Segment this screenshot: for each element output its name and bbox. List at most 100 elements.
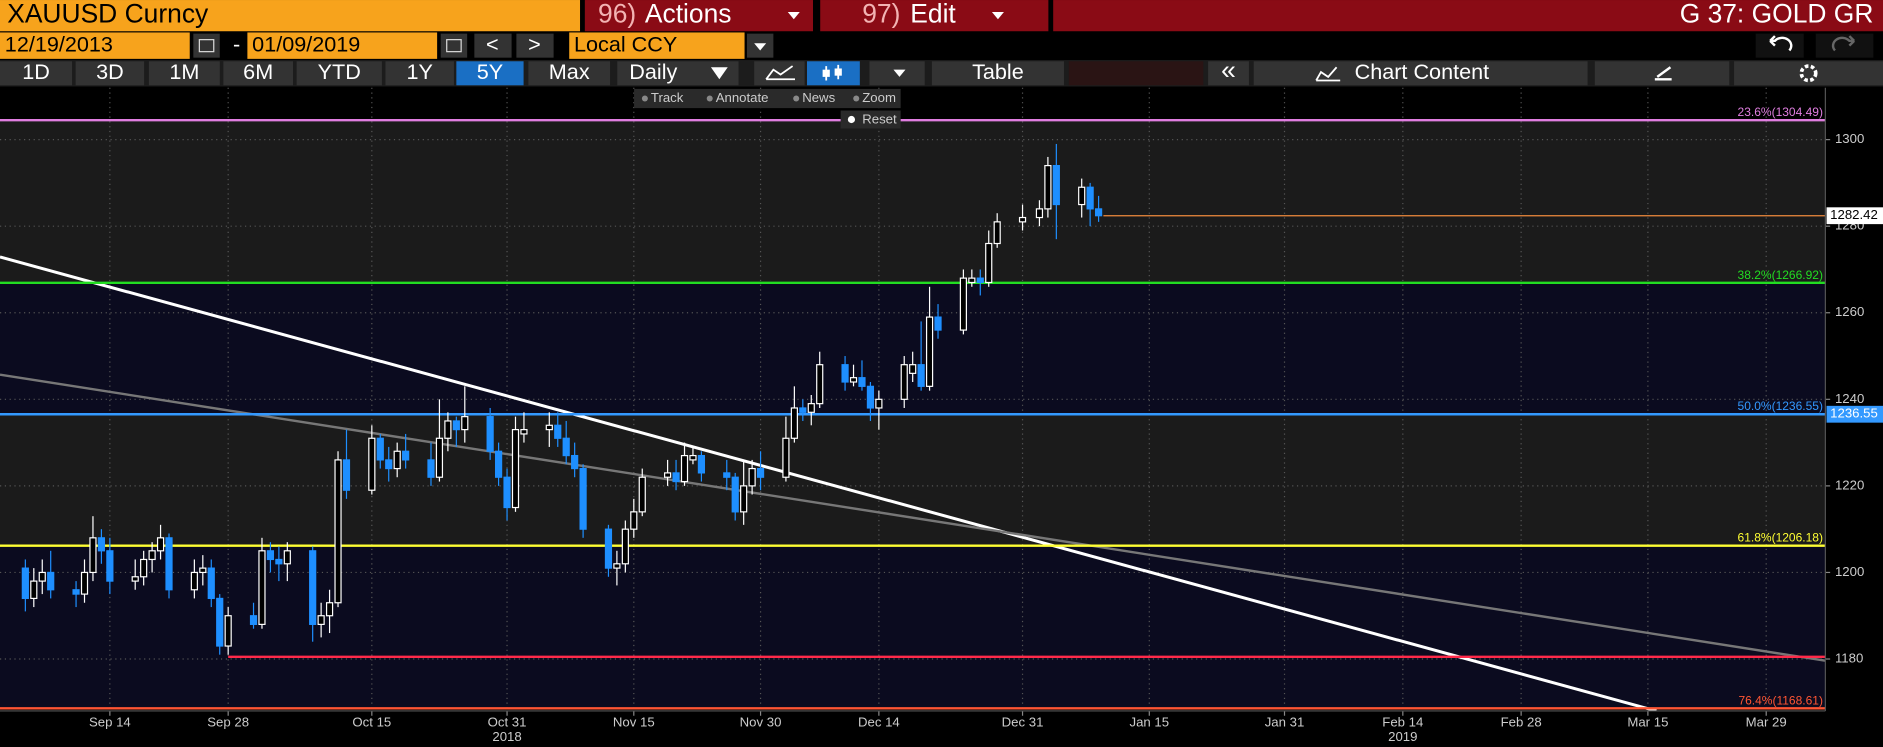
candle-body <box>799 407 807 413</box>
candle-body <box>309 550 317 625</box>
period-button[interactable] <box>385 61 454 86</box>
axis-badge-label: 1236.55 <box>1830 406 1878 421</box>
candle-body <box>266 550 275 561</box>
period-button[interactable] <box>148 61 220 86</box>
blank-button <box>1068 61 1204 86</box>
tool-label: News <box>802 90 835 105</box>
candle-body <box>613 563 621 569</box>
currency-box[interactable] <box>569 32 745 59</box>
candle-body <box>959 277 967 331</box>
x-tick-label: Dec 14 <box>858 714 900 729</box>
candle-body <box>664 472 672 478</box>
fib-label: 50.0%(1236.55) <box>1738 399 1823 413</box>
y-tick-label: 1300 <box>1835 131 1864 146</box>
pencil-icon <box>1654 66 1672 81</box>
candle-body <box>140 558 148 578</box>
period-button[interactable] <box>0 61 73 86</box>
chart-content-button[interactable] <box>1253 61 1588 86</box>
x-tick-label: Nov 30 <box>740 714 782 729</box>
candle-body <box>452 420 460 431</box>
candle-body <box>604 528 613 569</box>
zone <box>0 414 1826 546</box>
candle-body <box>249 615 258 625</box>
candle-body <box>621 528 629 565</box>
dropdown-arrow <box>991 12 1004 20</box>
candle-body <box>131 576 139 582</box>
y-tick-label: 1200 <box>1835 564 1864 579</box>
candle-body <box>368 437 376 491</box>
fib-label: 23.6%(1304.49) <box>1738 105 1823 119</box>
candle-body <box>461 416 469 431</box>
last-price-badge <box>1826 207 1883 225</box>
candle-body <box>672 472 680 483</box>
reset-button[interactable] <box>840 110 901 129</box>
period-button[interactable] <box>223 61 294 86</box>
end-date-box[interactable] <box>247 32 438 59</box>
candle-body <box>427 459 435 478</box>
period-button[interactable] <box>456 61 524 86</box>
settings-button[interactable] <box>1734 61 1883 86</box>
prev-button[interactable] <box>474 33 512 58</box>
table-button[interactable] <box>931 61 1064 86</box>
x-tick-label: Oct 31 <box>488 714 527 729</box>
candle-body <box>393 450 401 470</box>
tool-icon <box>853 95 860 102</box>
candle-body <box>866 385 875 409</box>
candle-body <box>97 537 106 552</box>
candle-body <box>554 424 562 439</box>
y-tick-label: 1260 <box>1835 304 1864 319</box>
candle-body <box>1078 186 1086 206</box>
candle-body <box>697 454 706 474</box>
tool-icon <box>706 95 713 102</box>
x-tick-label: Dec 31 <box>1002 714 1044 729</box>
candle-body <box>917 364 925 387</box>
x-tick-label: Nov 15 <box>613 714 655 729</box>
candle-body <box>38 571 46 582</box>
table: Table <box>972 59 1024 84</box>
trend-line <box>0 255 1657 711</box>
next: > <box>528 31 541 56</box>
period-label: 1Y <box>406 59 432 84</box>
candle-body <box>545 424 553 431</box>
y-tick-label: 1220 <box>1835 477 1864 492</box>
candle-chart-icon <box>822 69 830 77</box>
candle-body <box>325 602 334 617</box>
collapse-button[interactable] <box>1208 61 1249 86</box>
candle-body <box>1035 208 1044 219</box>
x-tick-label: Mar 29 <box>1746 714 1787 729</box>
period-label: 1M <box>169 59 199 84</box>
actions-label: Actions <box>645 0 732 29</box>
y-tick-label: 1180 <box>1835 650 1863 665</box>
candle-body <box>275 558 283 565</box>
period-button[interactable] <box>296 61 382 86</box>
prev: < <box>486 31 499 56</box>
candle-body <box>402 450 410 461</box>
candle-body <box>807 403 815 413</box>
tool-icon <box>793 95 800 102</box>
candle-body <box>342 459 351 491</box>
calendar-icon[interactable] <box>193 33 220 58</box>
candle-body <box>571 454 579 470</box>
calendar-icon[interactable] <box>440 33 468 58</box>
dropdown-arrow <box>893 69 906 77</box>
start-date-box[interactable] <box>0 32 190 59</box>
zone <box>0 545 1826 709</box>
candle-body <box>21 567 29 600</box>
period-button[interactable] <box>528 61 611 86</box>
candle-body <box>816 364 824 405</box>
start-date: 12/19/2013 <box>5 31 113 56</box>
x-tick-label: Oct 15 <box>352 714 391 729</box>
actions-button[interactable] <box>584 0 814 32</box>
candle-body <box>985 242 993 284</box>
candle-chart-button[interactable] <box>807 61 860 86</box>
candle-body <box>993 221 1001 245</box>
period-button[interactable] <box>75 61 145 86</box>
candle-body <box>841 364 849 383</box>
reset: Reset <box>862 112 897 127</box>
edit-button[interactable] <box>820 0 1049 32</box>
x-tick-label: Mar 15 <box>1627 714 1668 729</box>
year-label: 2018 <box>492 729 521 744</box>
security-box[interactable] <box>0 0 581 32</box>
next-button[interactable] <box>516 33 554 58</box>
